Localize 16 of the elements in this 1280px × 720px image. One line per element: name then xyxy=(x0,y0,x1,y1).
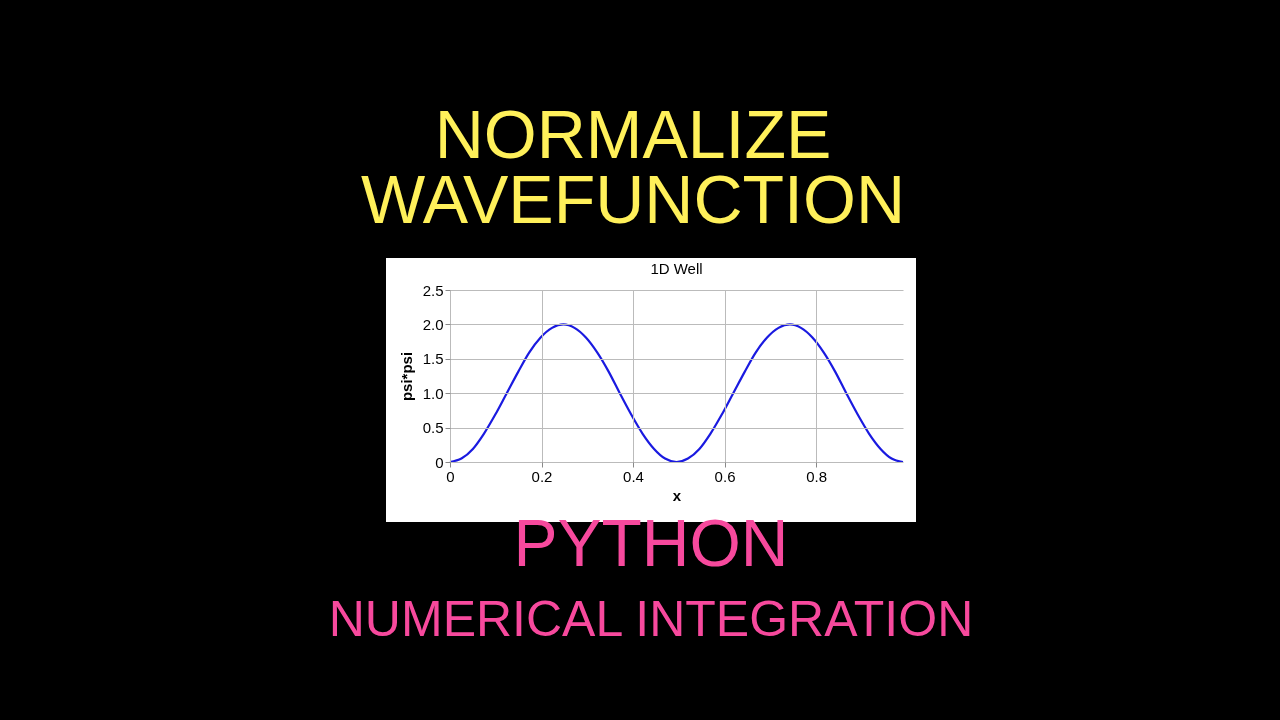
y-tick-label: 2.0 xyxy=(422,315,444,333)
x-tick-label: 0.4 xyxy=(623,467,644,485)
x-tick-label: 0.2 xyxy=(531,467,553,485)
x-tick-label: 0.8 xyxy=(806,467,827,485)
y-tick-label: 2.5 xyxy=(422,281,444,299)
y-tick-label: 1.0 xyxy=(422,384,444,402)
x-tick-label: 0.6 xyxy=(714,467,736,485)
x-tick-label: 0 xyxy=(446,467,455,485)
y-tick-label: 0 xyxy=(435,453,444,471)
y-tick-label: 1.5 xyxy=(422,350,444,368)
y-tick-label: 0.5 xyxy=(422,419,444,437)
text: NUMERICAL INTEGRATION xyxy=(328,591,974,647)
chart-title: 1D Well xyxy=(650,260,703,277)
x-axis-title: x xyxy=(672,486,682,504)
text: PYTHON xyxy=(513,506,789,580)
y-axis-title: psi*psi xyxy=(397,351,415,402)
